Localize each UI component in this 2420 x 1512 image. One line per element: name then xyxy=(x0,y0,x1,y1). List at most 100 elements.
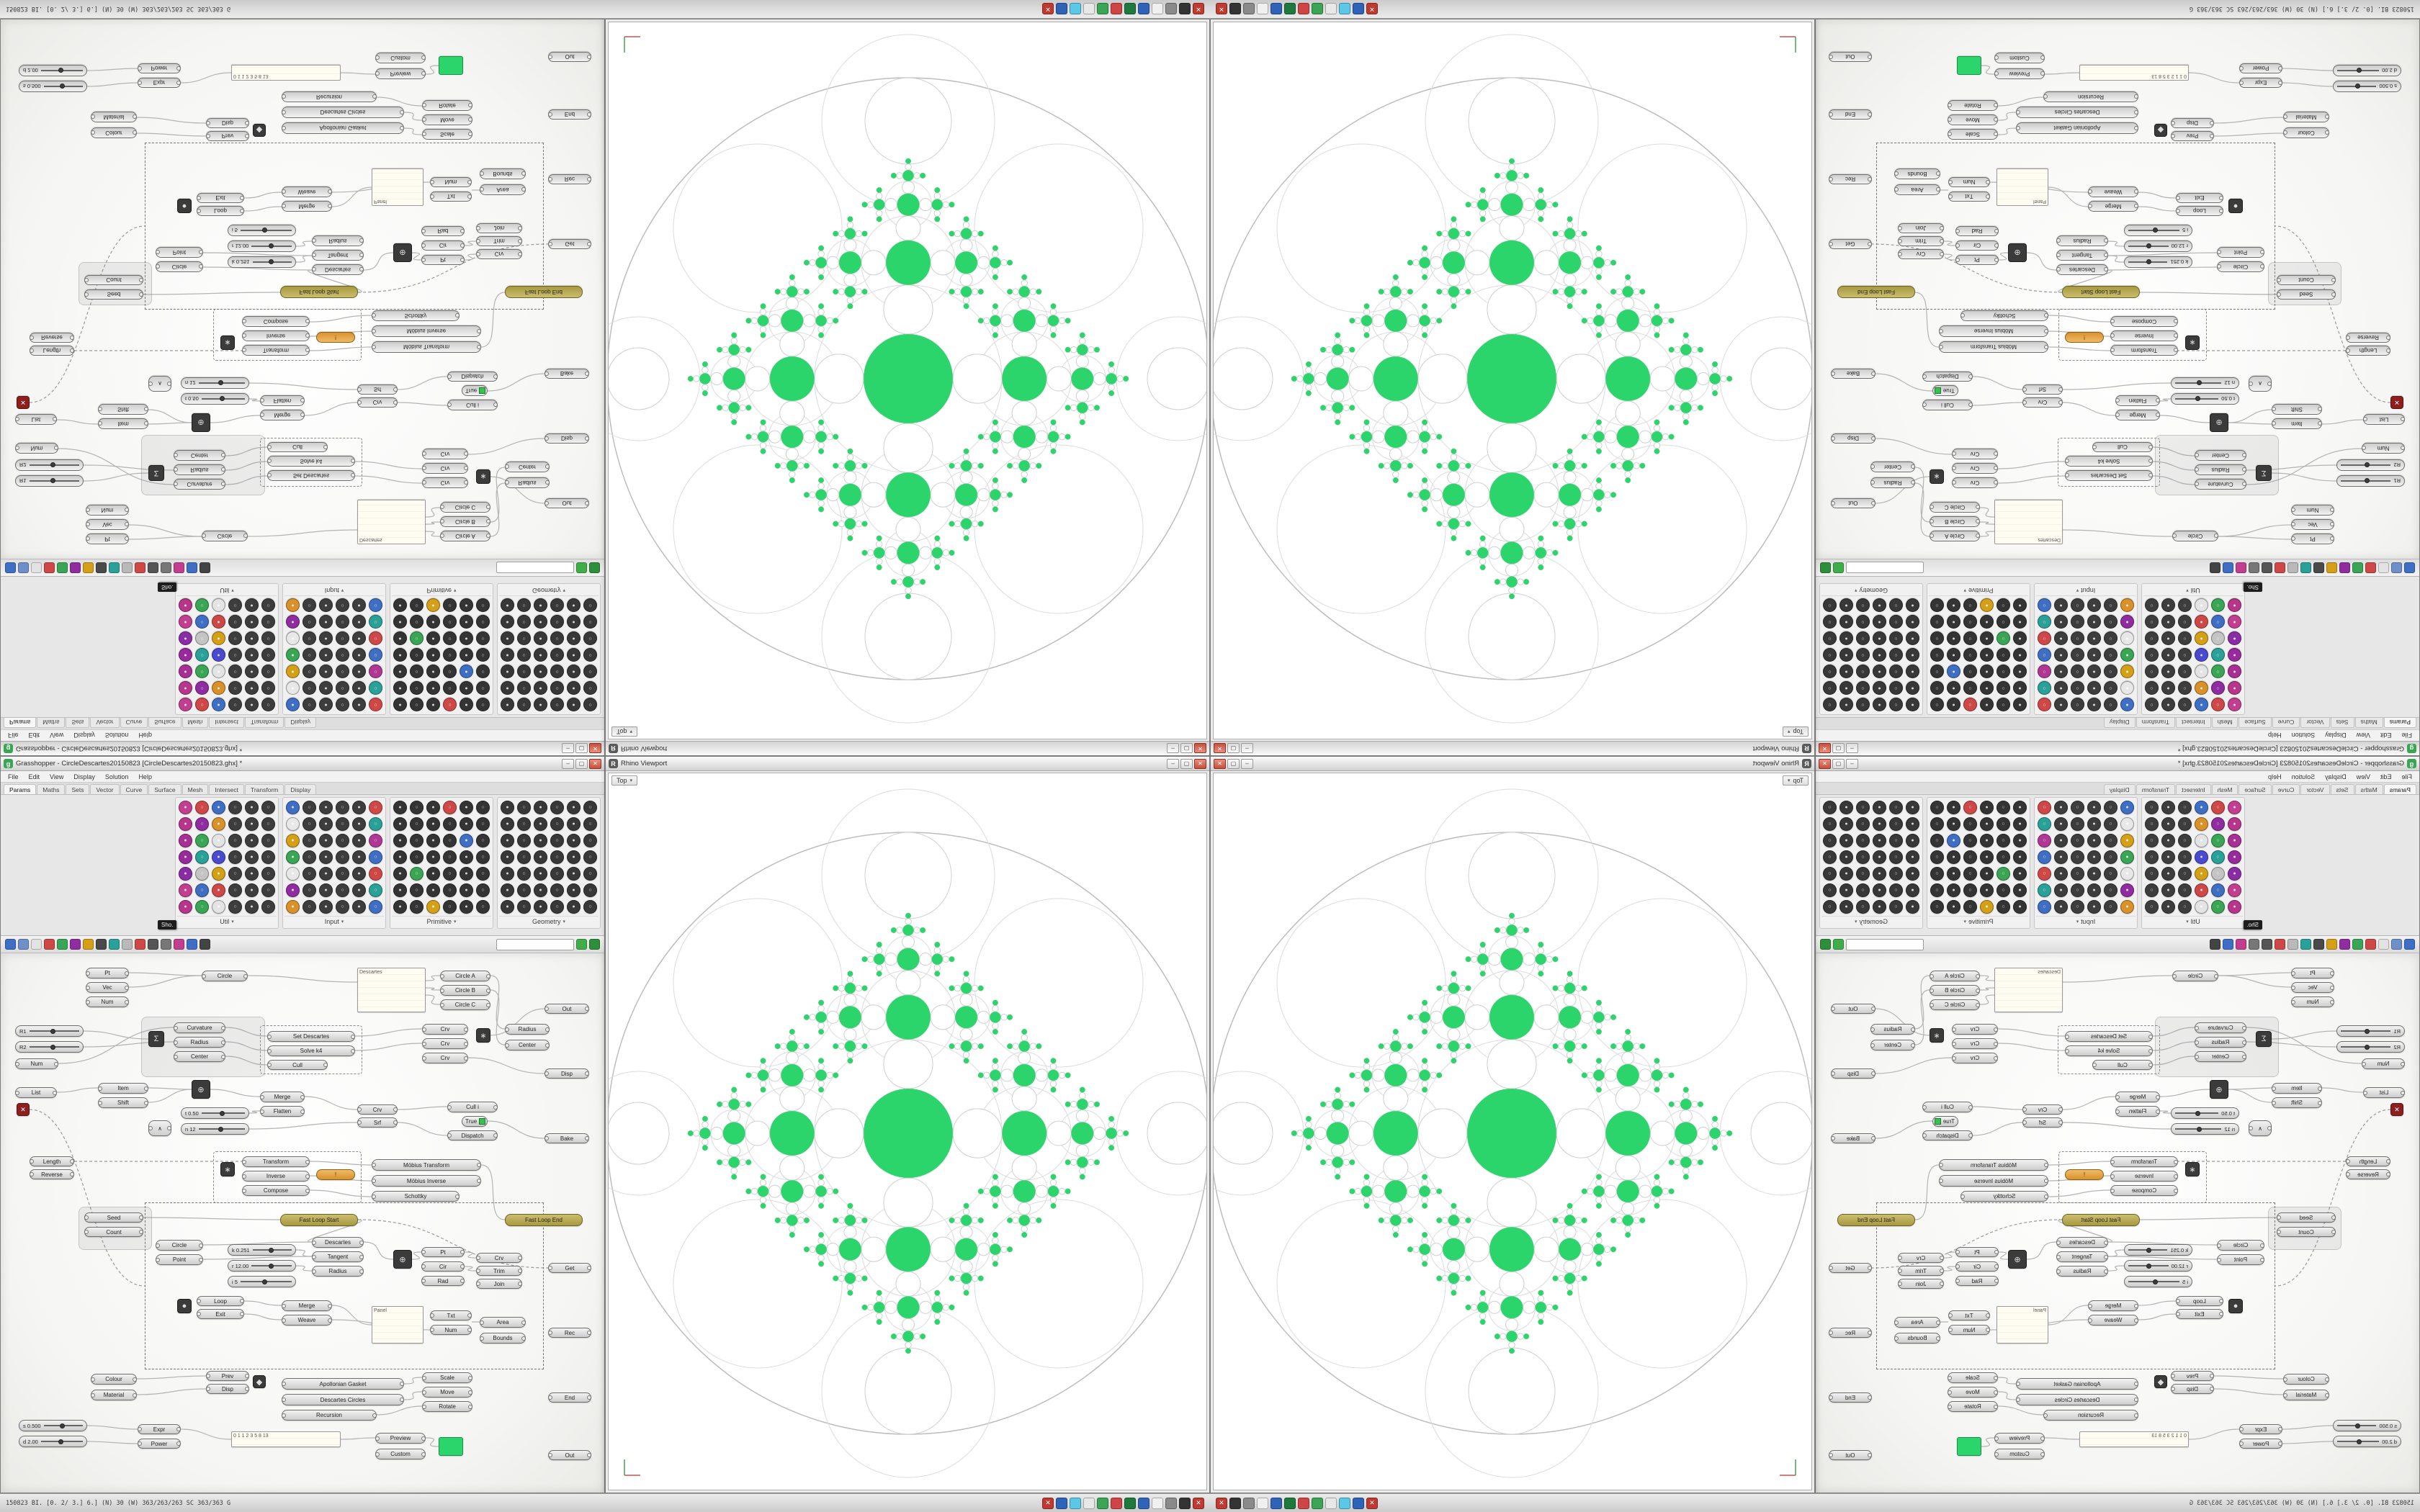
component-icon[interactable]: ○ xyxy=(1930,834,1944,847)
gh-node[interactable]: n 12 xyxy=(181,1123,249,1135)
component-icon[interactable]: ○ xyxy=(1823,883,1837,897)
gh-node[interactable]: Inverse xyxy=(2110,1171,2178,1182)
component-icon[interactable]: ○ xyxy=(2104,867,2118,881)
component-icon[interactable]: ● xyxy=(534,615,547,629)
component-icon[interactable]: ○ xyxy=(1889,900,1903,914)
toolbar-icon[interactable] xyxy=(96,562,107,573)
component-icon[interactable]: ○ xyxy=(550,867,564,881)
gh-node[interactable]: Custom xyxy=(375,53,426,63)
gh-node[interactable]: Out xyxy=(1829,1450,1872,1460)
component-icon[interactable]: ○ xyxy=(2211,850,2225,864)
gh-node[interactable]: ◆ xyxy=(2154,124,2167,137)
gh-node[interactable]: Fast Loop End xyxy=(1837,1214,1915,1226)
gh-node[interactable]: Flatten xyxy=(2115,1106,2160,1117)
component-icon[interactable]: ○ xyxy=(195,850,209,864)
component-icon[interactable]: ○ xyxy=(583,817,597,831)
minimize-button[interactable]: – xyxy=(1241,758,1253,769)
gh-node[interactable] xyxy=(439,56,463,75)
menu-file[interactable]: File xyxy=(2401,732,2412,739)
gh-node[interactable]: Möbius Inverse xyxy=(372,325,481,337)
component-icon[interactable]: ● xyxy=(1873,615,1886,629)
slider-knob[interactable] xyxy=(218,1126,223,1132)
canvas-search-input[interactable] xyxy=(1846,938,1924,950)
component-icon[interactable]: ● xyxy=(1873,631,1886,645)
component-icon[interactable]: ● xyxy=(1906,681,1919,695)
gh-node[interactable]: s 0.500 xyxy=(19,81,87,92)
component-icon[interactable]: ○ xyxy=(261,834,275,847)
component-icon[interactable]: ○ xyxy=(2038,598,2051,612)
component-icon[interactable]: ● xyxy=(1906,801,1919,814)
component-icon[interactable]: ○ xyxy=(517,867,531,881)
close-button[interactable]: ✕ xyxy=(589,758,601,769)
tray-app-icon[interactable] xyxy=(1339,1497,1350,1509)
component-icon[interactable]: ● xyxy=(245,648,259,662)
component-icon[interactable]: ○ xyxy=(2038,631,2051,645)
gh-node[interactable]: Join xyxy=(1898,1279,1944,1289)
component-icon[interactable]: ○ xyxy=(2104,850,2118,864)
gh-node[interactable]: Rotate xyxy=(1948,100,1998,111)
gh-node[interactable]: ⊕ xyxy=(393,243,412,262)
gh-node[interactable]: Merge xyxy=(282,1300,332,1311)
gh-node[interactable]: Colour xyxy=(2283,127,2329,138)
component-icon[interactable]: ● xyxy=(1947,867,1960,881)
component-icon[interactable]: ● xyxy=(2120,698,2134,711)
gh-node[interactable]: Point xyxy=(2217,247,2264,258)
component-icon[interactable]: ○ xyxy=(195,817,209,831)
component-icon[interactable]: ● xyxy=(2054,867,2068,881)
gh-node[interactable]: Trim xyxy=(476,1266,522,1276)
gh-node[interactable]: Cir xyxy=(1955,1261,1999,1272)
component-icon[interactable]: ○ xyxy=(476,665,490,678)
component-icon[interactable]: ○ xyxy=(261,801,275,814)
component-icon[interactable]: ● xyxy=(2013,817,2027,831)
component-icon[interactable]: ○ xyxy=(369,648,382,662)
component-icon[interactable]: ○ xyxy=(336,867,349,881)
menu-solution[interactable]: Solution xyxy=(104,732,129,739)
gh-node[interactable]: Prev xyxy=(2171,131,2214,141)
component-icon[interactable]: ● xyxy=(2013,615,2027,629)
tray-app-icon[interactable] xyxy=(1138,3,1150,15)
viewport-tab-top[interactable]: Top ▾ xyxy=(1782,726,1809,737)
component-icon[interactable]: ○ xyxy=(302,598,316,612)
component-icon[interactable]: ● xyxy=(2195,698,2208,711)
slider-knob[interactable] xyxy=(2195,1110,2200,1116)
component-icon[interactable]: ● xyxy=(460,817,473,831)
component-icon[interactable]: ○ xyxy=(410,631,424,645)
component-icon[interactable]: ○ xyxy=(583,850,597,864)
gh-node[interactable]: Radius xyxy=(174,464,225,475)
gh-node[interactable]: Crv xyxy=(476,1253,522,1263)
component-icon[interactable]: ○ xyxy=(228,631,242,645)
component-icon[interactable]: ○ xyxy=(336,900,349,914)
gh-node[interactable]: Circle C xyxy=(1930,999,1980,1010)
gh-node[interactable]: Trim xyxy=(1898,236,1944,246)
slider-knob[interactable] xyxy=(2146,243,2152,249)
gh-node[interactable]: Txt xyxy=(1948,192,1990,202)
component-icon[interactable]: ○ xyxy=(2145,681,2159,695)
component-icon[interactable]: ● xyxy=(426,648,440,662)
component-icon[interactable]: ● xyxy=(212,867,225,881)
toolbar-icon[interactable] xyxy=(2313,562,2324,573)
component-icon[interactable]: ● xyxy=(460,867,473,881)
component-icon[interactable]: ● xyxy=(286,648,300,662)
tab-curve[interactable]: Curve xyxy=(2272,718,2300,728)
component-icon[interactable]: ● xyxy=(2087,665,2101,678)
component-icon[interactable]: ● xyxy=(501,631,514,645)
component-icon[interactable]: ● xyxy=(212,681,225,695)
toolbar-icon[interactable] xyxy=(135,939,145,950)
component-icon[interactable]: ○ xyxy=(2211,867,2225,881)
component-icon[interactable]: ● xyxy=(212,631,225,645)
component-icon[interactable]: ○ xyxy=(2178,648,2192,662)
rhino-titlebar[interactable]: R Rhino Viewport – ▢ ✕ xyxy=(1211,741,1814,755)
component-icon[interactable]: ● xyxy=(319,883,333,897)
gh-node[interactable]: Crv xyxy=(1952,463,1998,474)
component-icon[interactable]: ● xyxy=(1839,900,1853,914)
component-icon[interactable]: ● xyxy=(1839,801,1853,814)
component-icon[interactable]: ○ xyxy=(550,615,564,629)
component-icon[interactable]: ○ xyxy=(1823,900,1837,914)
gh-node[interactable]: Out xyxy=(544,498,589,508)
ribbon-group-label[interactable]: Input ▾ xyxy=(2036,585,2136,596)
component-icon[interactable]: ● xyxy=(2120,681,2134,695)
component-icon[interactable]: ● xyxy=(2054,834,2068,847)
component-icon[interactable]: ● xyxy=(286,801,300,814)
gh-node[interactable]: Merge xyxy=(282,201,332,212)
gh-node[interactable]: Disp xyxy=(544,433,589,444)
